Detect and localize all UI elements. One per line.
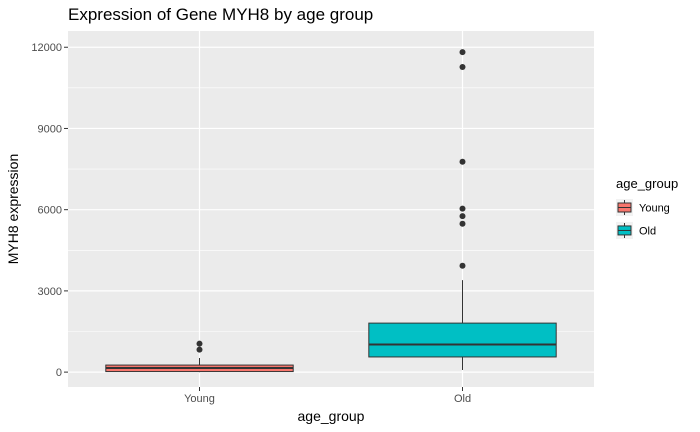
outlier-point: [459, 220, 466, 227]
x-tick-label: Young: [184, 393, 215, 405]
outlier-point: [459, 158, 466, 165]
x-tick-label: Old: [454, 393, 471, 405]
iqr-box: [368, 322, 557, 358]
y-axis-title: MYH8 expression: [5, 154, 21, 265]
outlier-point: [459, 49, 466, 56]
y-tick-label: 3000: [38, 286, 62, 298]
outlier-point: [196, 340, 203, 347]
outlier-point: [459, 213, 466, 220]
legend-item-young: Young: [616, 199, 670, 216]
legend-label: Young: [639, 203, 670, 215]
y-axis-ticks: 0 3000 6000 9000 12000: [31, 42, 68, 379]
box-young: [105, 340, 294, 373]
x-axis-title: age_group: [298, 408, 365, 424]
y-tick-label: 6000: [38, 205, 62, 217]
y-tick-label: 9000: [38, 123, 62, 135]
box-old: [368, 49, 557, 370]
outlier-point: [459, 262, 466, 269]
outlier-point: [196, 346, 203, 353]
legend-label: Old: [639, 225, 656, 237]
outlier-point: [459, 205, 466, 212]
box-series: [105, 49, 557, 373]
x-axis-ticks: Young Old: [184, 387, 471, 405]
y-tick-label: 0: [56, 367, 62, 379]
outlier-point: [459, 64, 466, 71]
legend-title: age_group: [616, 176, 678, 191]
legend-item-old: Old: [616, 221, 656, 239]
chart-title: Expression of Gene MYH8 by age group: [68, 5, 373, 24]
legend: age_group Young Old: [616, 176, 678, 239]
y-tick-label: 12000: [31, 42, 62, 54]
